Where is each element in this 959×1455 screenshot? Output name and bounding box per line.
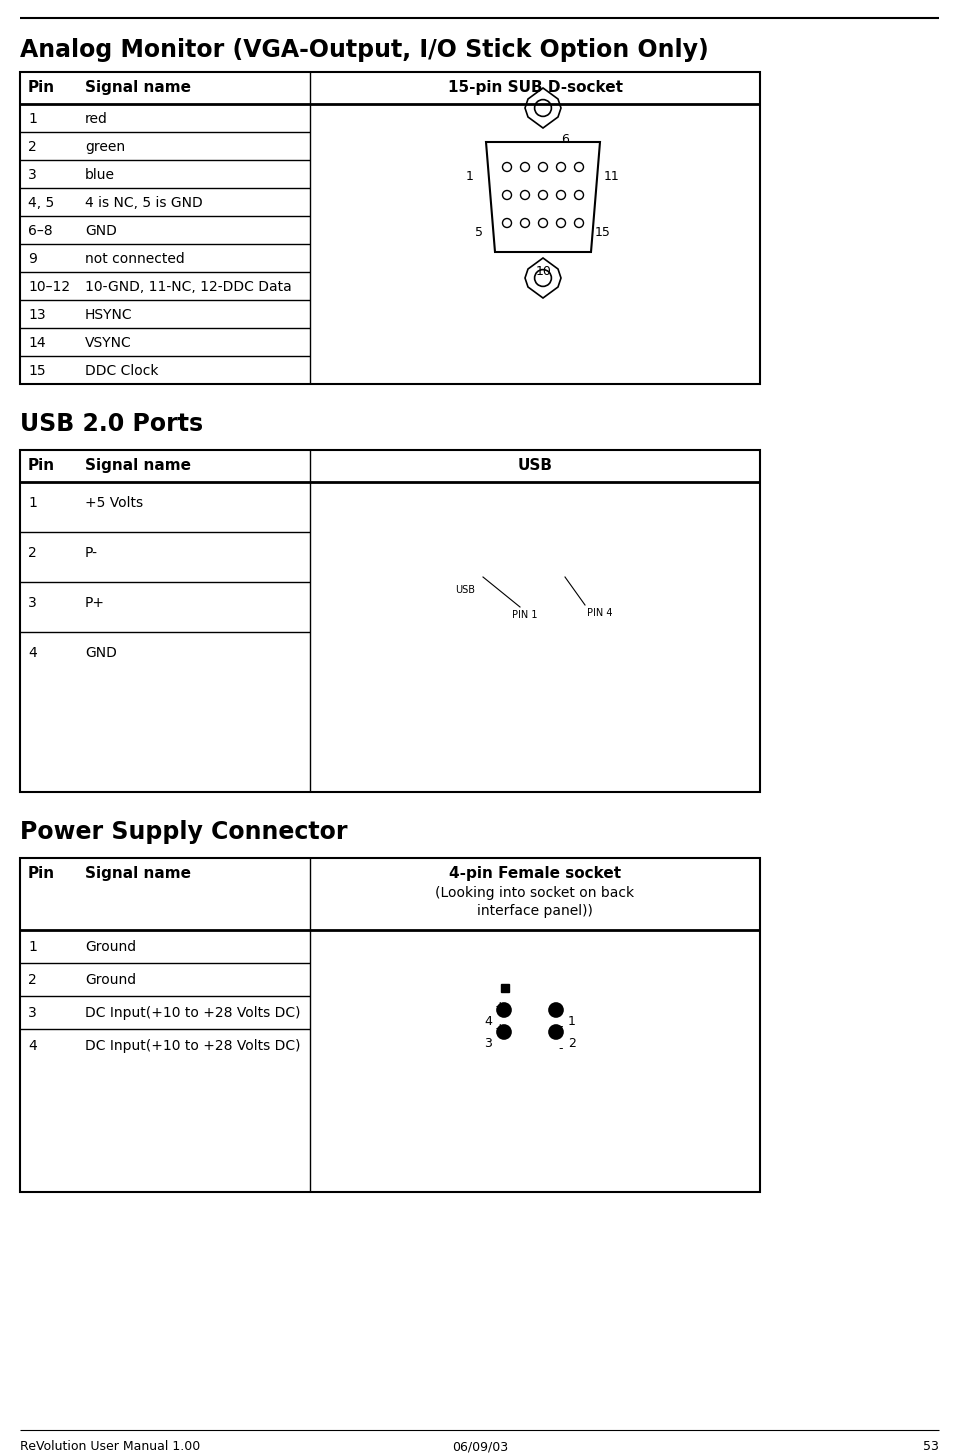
Circle shape (521, 191, 529, 199)
Text: -: - (558, 1020, 563, 1033)
Text: Signal name: Signal name (85, 80, 191, 95)
Circle shape (503, 218, 511, 227)
Circle shape (539, 163, 548, 172)
Text: 2: 2 (28, 546, 36, 560)
Circle shape (574, 191, 583, 199)
Text: VSYNC: VSYNC (85, 336, 131, 351)
Text: P+: P+ (85, 597, 105, 610)
Circle shape (503, 163, 511, 172)
Text: red: red (85, 112, 107, 127)
Polygon shape (486, 143, 600, 252)
Text: 4 is NC, 5 is GND: 4 is NC, 5 is GND (85, 196, 202, 210)
Text: 06/09/03: 06/09/03 (452, 1440, 508, 1454)
Text: 4: 4 (28, 1039, 36, 1053)
Circle shape (503, 191, 511, 199)
Text: 6–8: 6–8 (28, 224, 53, 239)
Text: not connected: not connected (85, 252, 185, 266)
Text: 1: 1 (28, 496, 36, 511)
Text: Pin: Pin (28, 458, 55, 473)
Text: Signal name: Signal name (85, 866, 191, 880)
Text: 10: 10 (536, 265, 551, 278)
Text: Pin: Pin (28, 866, 55, 880)
Text: 4-pin Female socket: 4-pin Female socket (449, 866, 621, 880)
Text: 1: 1 (28, 112, 36, 127)
Text: +: + (495, 1000, 505, 1013)
Bar (501, 984, 509, 992)
Circle shape (521, 163, 529, 172)
Text: +: + (495, 1021, 505, 1035)
Bar (20, 450, 760, 792)
Text: DDC Clock: DDC Clock (85, 364, 158, 378)
Text: 1: 1 (466, 170, 474, 183)
Text: GND: GND (85, 646, 117, 661)
Text: Analog Monitor (VGA-Output, I/O Stick Option Only): Analog Monitor (VGA-Output, I/O Stick Op… (20, 38, 709, 63)
Text: 10–12: 10–12 (28, 279, 70, 294)
Text: 3: 3 (28, 167, 36, 182)
Text: Signal name: Signal name (85, 458, 191, 473)
Text: 6: 6 (561, 132, 569, 146)
Text: GND: GND (85, 224, 117, 239)
Polygon shape (525, 87, 561, 128)
Text: 2: 2 (28, 973, 36, 986)
Text: ReVolution User Manual 1.00: ReVolution User Manual 1.00 (20, 1440, 200, 1454)
Text: 10-GND, 11-NC, 12-DDC Data: 10-GND, 11-NC, 12-DDC Data (85, 279, 292, 294)
Text: Pin: Pin (28, 80, 55, 95)
Text: 14: 14 (28, 336, 46, 351)
Text: PIN 4: PIN 4 (587, 608, 613, 618)
Text: 15: 15 (28, 364, 46, 378)
Circle shape (539, 191, 548, 199)
Circle shape (556, 218, 566, 227)
Circle shape (556, 191, 566, 199)
Circle shape (539, 218, 548, 227)
Text: 4: 4 (484, 1016, 492, 1029)
Text: USB: USB (518, 458, 552, 473)
Circle shape (556, 163, 566, 172)
Text: 3: 3 (28, 597, 36, 610)
Text: PIN 1: PIN 1 (512, 610, 537, 620)
Text: 4: 4 (28, 646, 36, 661)
Text: 2: 2 (568, 1037, 575, 1051)
Text: 11: 11 (604, 170, 620, 183)
Circle shape (521, 218, 529, 227)
Polygon shape (525, 258, 561, 298)
Text: USB 2.0 Ports: USB 2.0 Ports (20, 412, 203, 436)
Text: +5 Volts: +5 Volts (85, 496, 143, 511)
Bar (20, 71, 760, 384)
Text: 3: 3 (484, 1037, 492, 1051)
Text: P-: P- (85, 546, 98, 560)
Text: -: - (558, 1042, 563, 1055)
Text: 13: 13 (28, 308, 46, 322)
Text: 5: 5 (475, 226, 483, 239)
Circle shape (549, 1002, 563, 1017)
Text: 3: 3 (28, 1005, 36, 1020)
Circle shape (549, 1024, 563, 1039)
Text: interface panel)): interface panel)) (477, 904, 593, 918)
Bar (20, 858, 760, 1192)
Text: green: green (85, 140, 125, 154)
Text: 2: 2 (28, 140, 36, 154)
Text: Ground: Ground (85, 973, 136, 986)
Text: 53: 53 (924, 1440, 939, 1454)
Circle shape (574, 218, 583, 227)
Text: blue: blue (85, 167, 115, 182)
Text: 1: 1 (568, 1016, 575, 1029)
Circle shape (574, 163, 583, 172)
Text: 4, 5: 4, 5 (28, 196, 55, 210)
Circle shape (497, 1024, 511, 1039)
Text: (Looking into socket on back: (Looking into socket on back (435, 886, 635, 901)
Text: Ground: Ground (85, 940, 136, 954)
Text: Power Supply Connector: Power Supply Connector (20, 821, 347, 844)
Text: USB: USB (455, 585, 475, 595)
Text: 15-pin SUB D-socket: 15-pin SUB D-socket (448, 80, 622, 95)
Text: 9: 9 (28, 252, 36, 266)
Text: HSYNC: HSYNC (85, 308, 132, 322)
Text: 15: 15 (595, 226, 611, 239)
Text: DC Input(+10 to +28 Volts DC): DC Input(+10 to +28 Volts DC) (85, 1039, 300, 1053)
Text: DC Input(+10 to +28 Volts DC): DC Input(+10 to +28 Volts DC) (85, 1005, 300, 1020)
Circle shape (497, 1002, 511, 1017)
Text: 1: 1 (28, 940, 36, 954)
